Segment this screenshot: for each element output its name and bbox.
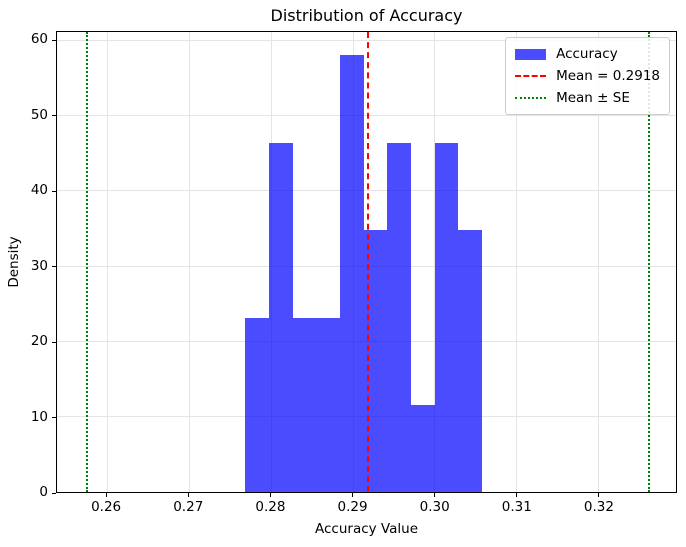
x-tick-label: 0.30: [419, 499, 450, 515]
x-axis-label: Accuracy Value: [315, 521, 418, 537]
histogram-bar: [387, 142, 411, 492]
legend-item: Mean ± SE: [515, 90, 660, 106]
histogram-bar: [339, 55, 364, 492]
y-tick-mark: [52, 341, 56, 343]
histogram-bars-layer: [57, 32, 676, 492]
y-tick-label: 20: [30, 333, 48, 350]
y-gridline: [57, 190, 676, 192]
legend-swatch: [515, 97, 547, 99]
chart-title: Distribution of Accuracy: [270, 6, 463, 25]
legend-swatch: [515, 75, 547, 77]
y-tick-label: 10: [30, 408, 48, 425]
legend-item-label: Mean ± SE: [556, 90, 630, 106]
histogram-bar: [292, 317, 317, 492]
x-tick-label: 0.26: [91, 499, 122, 515]
legend-item-label: Mean = 0.2918: [556, 68, 660, 84]
x-tick-mark: [352, 493, 354, 497]
histogram-bar: [316, 317, 340, 492]
x-tick-label: 0.28: [255, 499, 286, 515]
se-line-swatch-icon: [515, 97, 547, 99]
x-tick-mark: [516, 493, 518, 497]
x-tick-mark: [105, 493, 107, 497]
x-tick-label: 0.32: [583, 499, 614, 515]
x-tick-mark: [434, 493, 436, 497]
y-tick-label: 50: [30, 106, 48, 123]
y-gridline: [57, 115, 676, 117]
mean-line-swatch-icon: [515, 75, 547, 77]
y-tick-label: 40: [30, 182, 48, 199]
x-tick-mark: [598, 493, 600, 497]
legend-item: Accuracy: [515, 46, 660, 62]
y-tick-mark: [52, 190, 56, 192]
x-tick-mark: [269, 493, 271, 497]
x-tick-label: 0.27: [173, 499, 204, 515]
x-tick-label: 0.31: [501, 499, 532, 515]
legend: Accuracy Mean = 0.2918 Mean ± SE: [505, 37, 670, 115]
histogram-bar: [458, 229, 482, 492]
y-tick-mark: [52, 492, 56, 494]
legend-item-label: Accuracy: [556, 46, 618, 62]
mean-line: [367, 32, 370, 492]
y-tick-mark: [52, 266, 56, 268]
se-line-lower: [86, 32, 89, 492]
x-tick-mark: [187, 493, 189, 497]
x-tick-label: 0.29: [337, 499, 368, 515]
y-tick-mark: [52, 417, 56, 418]
y-gridline: [57, 40, 676, 42]
y-tick-mark: [52, 39, 56, 41]
histogram-bar: [268, 142, 293, 492]
histogram-bar: [245, 317, 269, 492]
histogram-bar: [434, 142, 459, 492]
y-tick-label: 0: [39, 484, 48, 500]
histogram-bar: [363, 229, 388, 492]
legend-swatch: [515, 48, 547, 60]
reference-lines-layer: [57, 32, 676, 492]
legend-item: Mean = 0.2918: [515, 68, 660, 84]
x-gridline: [106, 32, 108, 492]
plot-area: Accuracy Mean = 0.2918 Mean ± SE: [56, 31, 677, 493]
se-line-upper: [648, 32, 651, 492]
histogram-bar: [410, 404, 435, 492]
y-tick-label: 30: [30, 257, 48, 274]
y-tick-label: 60: [30, 31, 48, 48]
y-tick-mark: [52, 115, 56, 117]
x-gridline: [188, 32, 190, 492]
accuracy-swatch-icon: [515, 48, 547, 60]
x-gridline: [516, 32, 518, 492]
x-gridline: [598, 32, 600, 492]
